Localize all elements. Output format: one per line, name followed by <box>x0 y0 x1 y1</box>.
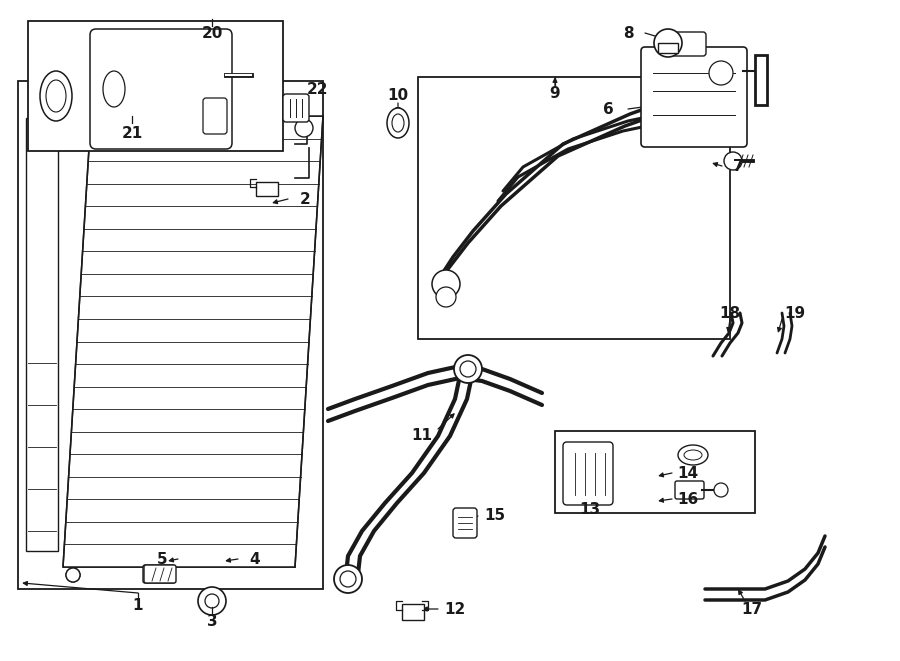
Ellipse shape <box>46 80 66 112</box>
Text: 8: 8 <box>623 26 634 40</box>
Bar <box>402 604 424 620</box>
Text: 6: 6 <box>603 102 614 116</box>
Text: 15: 15 <box>484 508 506 524</box>
Bar <box>658 43 678 53</box>
Circle shape <box>205 594 219 608</box>
Text: 17: 17 <box>742 602 762 617</box>
Circle shape <box>436 287 456 307</box>
Circle shape <box>295 119 313 137</box>
FancyBboxPatch shape <box>143 565 175 583</box>
FancyBboxPatch shape <box>563 442 613 505</box>
Text: 10: 10 <box>387 89 409 104</box>
Bar <box>755 55 767 105</box>
Text: 11: 11 <box>411 428 433 444</box>
Text: 1: 1 <box>133 598 143 613</box>
Text: 19: 19 <box>785 305 806 321</box>
Text: 20: 20 <box>202 26 222 40</box>
FancyBboxPatch shape <box>283 94 309 122</box>
Circle shape <box>432 270 460 298</box>
Bar <box>26 118 58 551</box>
Circle shape <box>66 568 80 582</box>
Circle shape <box>709 61 733 85</box>
Ellipse shape <box>684 450 702 460</box>
Bar <box>18 81 323 589</box>
Text: 4: 4 <box>249 551 260 566</box>
Circle shape <box>340 571 356 587</box>
FancyBboxPatch shape <box>144 565 176 583</box>
Text: 18: 18 <box>719 305 741 321</box>
Circle shape <box>66 568 80 582</box>
Text: 16: 16 <box>678 492 698 506</box>
Text: 5: 5 <box>157 551 167 566</box>
Bar <box>28 21 283 151</box>
Circle shape <box>724 152 742 170</box>
Circle shape <box>454 355 482 383</box>
Bar <box>418 77 730 339</box>
Text: 2: 2 <box>300 192 310 206</box>
FancyBboxPatch shape <box>203 98 227 134</box>
Ellipse shape <box>103 71 125 107</box>
Bar <box>256 182 278 196</box>
Circle shape <box>654 29 682 57</box>
Circle shape <box>198 587 226 615</box>
Text: 9: 9 <box>550 85 561 100</box>
FancyBboxPatch shape <box>672 32 706 56</box>
Text: 14: 14 <box>678 465 698 481</box>
Circle shape <box>714 483 728 497</box>
Ellipse shape <box>392 114 404 132</box>
Text: 13: 13 <box>580 502 600 516</box>
FancyBboxPatch shape <box>90 29 232 149</box>
Circle shape <box>460 361 476 377</box>
Text: 7: 7 <box>733 159 743 173</box>
Text: 3: 3 <box>207 613 217 629</box>
Ellipse shape <box>678 445 708 465</box>
FancyBboxPatch shape <box>675 481 704 499</box>
FancyBboxPatch shape <box>641 47 747 147</box>
FancyBboxPatch shape <box>453 508 477 538</box>
Text: 22: 22 <box>307 81 328 97</box>
Text: 21: 21 <box>122 126 142 141</box>
Ellipse shape <box>387 108 409 138</box>
Circle shape <box>334 565 362 593</box>
Text: 12: 12 <box>445 602 465 617</box>
Ellipse shape <box>40 71 72 121</box>
Bar <box>555 431 755 513</box>
